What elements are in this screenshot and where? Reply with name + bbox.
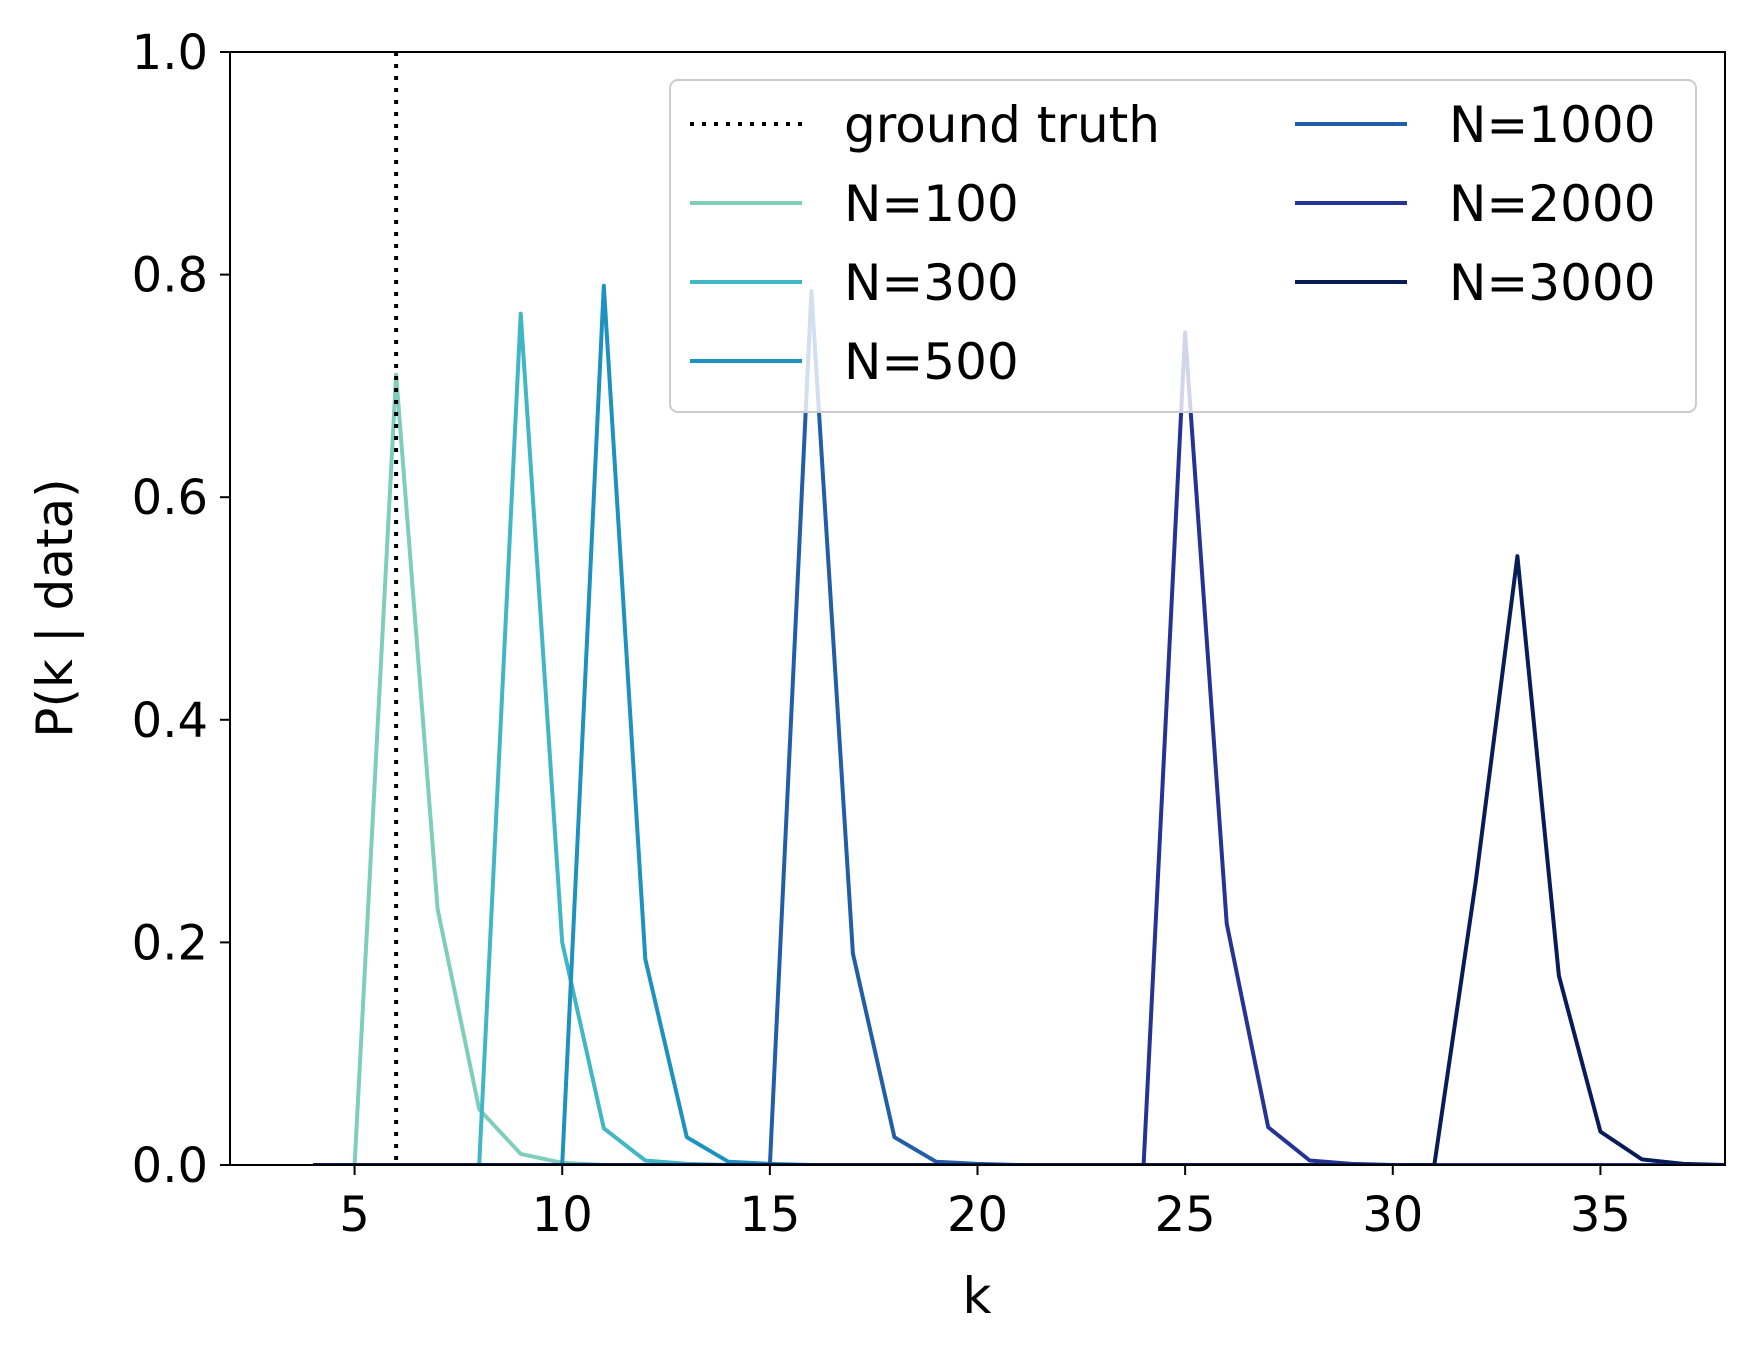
y-tick-label: 0.6 [132, 470, 208, 526]
legend-label: N=100 [844, 175, 1019, 233]
y-axis-ticks: 0.0 0.2 0.4 0.6 0.8 1.0 [132, 25, 230, 1194]
legend-label: N=1000 [1449, 96, 1656, 154]
y-tick-label: 0.2 [132, 915, 208, 971]
x-tick-label: 35 [1570, 1187, 1631, 1243]
x-tick-label: 15 [739, 1187, 800, 1243]
x-tick-label: 5 [339, 1187, 370, 1243]
legend-label: N=500 [844, 333, 1019, 391]
x-axis-label: k [963, 1267, 992, 1325]
y-tick-label: 0.8 [132, 248, 208, 304]
x-tick-label: 25 [1155, 1187, 1216, 1243]
legend-label: N=3000 [1449, 254, 1656, 312]
y-tick-label: 0.4 [132, 693, 208, 749]
series-line-n300 [313, 311, 1725, 1165]
legend: ground truth N=100 N=300 N=500 N=1000 N=2000 N… [669, 79, 1697, 413]
x-axis-ticks: 5 10 15 20 25 30 35 [339, 1165, 1631, 1243]
y-axis-label: P(k | data) [26, 478, 84, 737]
legend-label: ground truth [844, 96, 1160, 154]
x-tick-label: 30 [1362, 1187, 1423, 1243]
series-line-n100 [313, 372, 1725, 1165]
legend-frame [669, 79, 1697, 413]
legend-label: N=2000 [1449, 175, 1656, 233]
y-tick-label: 0.0 [132, 1138, 208, 1194]
y-tick-label: 1.0 [132, 25, 208, 81]
legend-label: N=300 [844, 254, 1019, 312]
series-line-n3000 [313, 554, 1725, 1165]
plot-lines [313, 52, 1725, 1165]
x-tick-label: 20 [947, 1187, 1008, 1243]
x-tick-label: 10 [532, 1187, 593, 1243]
